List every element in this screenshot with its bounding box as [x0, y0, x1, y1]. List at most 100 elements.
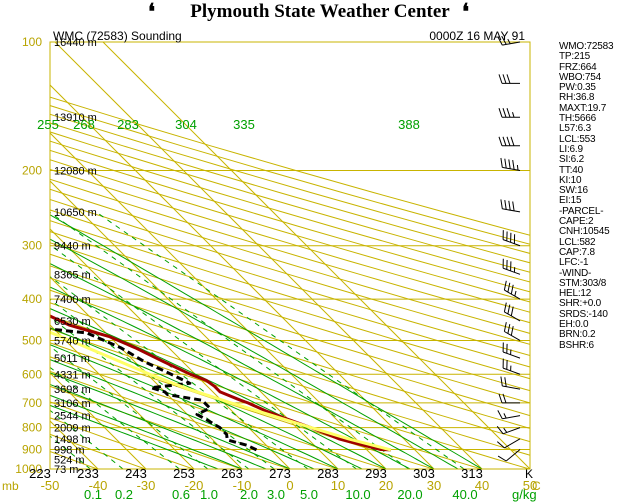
wind-barb: [502, 230, 521, 247]
index-item: SHR:+0.0: [559, 298, 602, 310]
mixing-ratio-tick-label: 5.0: [300, 487, 318, 502]
kelvin-tick-label: 243: [125, 466, 147, 481]
index-item: BSHR:6: [559, 339, 594, 351]
temperature-tick-label: 0: [286, 478, 293, 493]
moist-adiabat-line: [50, 404, 219, 469]
moist-adiabat-line: [50, 344, 339, 469]
temperature-tick-label: -30: [137, 478, 156, 493]
index-item: FRZ:664: [559, 61, 597, 73]
index-item: MAXT:19.7: [559, 102, 607, 114]
wind-barb: [498, 74, 521, 84]
wind-barb: [496, 425, 521, 435]
dry-adiabat-line: [50, 113, 530, 254]
dry-adiabat-line: [50, 231, 530, 380]
wind-barb: [502, 258, 521, 275]
isotherm-line: [50, 276, 243, 469]
height-label: 524 m: [54, 454, 85, 466]
kelvin-tick-label: 263: [221, 466, 243, 481]
dry-adiabat-line: [50, 198, 530, 345]
height-label: 1498 m: [54, 434, 91, 446]
kelvin-tick-label: 283: [317, 466, 339, 481]
theta-e-label: 268: [73, 117, 95, 132]
pressure-tick-label: 100: [22, 35, 42, 49]
temperature-unit-label: C: [532, 479, 541, 493]
temperature-tick-label: 40: [475, 478, 489, 493]
height-label: 16440 m: [54, 37, 97, 49]
diagram-grid: [0, 42, 530, 469]
dry-adiabat-line: [50, 277, 530, 429]
kelvin-tick-label: 223: [29, 466, 51, 481]
temperature-tick-label: 50: [523, 478, 537, 493]
dry-adiabat-line: [50, 105, 530, 245]
height-label: 6530 m: [54, 316, 91, 328]
mixing-ratio-line: [95, 211, 465, 469]
isotherm-line: [50, 132, 387, 469]
parcel-trace: [50, 330, 392, 452]
wind-barb: [500, 199, 521, 213]
dry-adiabat-line: [50, 168, 530, 313]
dry-adiabat-line: [50, 265, 530, 417]
height-label: 8365 m: [54, 269, 91, 281]
height-label: 10650 m: [54, 207, 97, 219]
pennant-right-icon: ❛: [462, 0, 470, 24]
dry-adiabat-line: [50, 417, 195, 469]
moist-adiabat-line: [50, 372, 291, 469]
dry-adiabat-line: [50, 328, 484, 469]
moist-adiabat-line: [50, 214, 483, 469]
dry-adiabat-line: [50, 188, 530, 334]
index-item: CAPE:2: [559, 216, 594, 228]
dry-adiabat-line: [50, 242, 530, 392]
kelvin-tick-label: 273: [269, 466, 291, 481]
index-item: PW:0.35: [559, 82, 596, 94]
index-item: TP:215: [559, 51, 591, 63]
temperature-tick-label: 10: [331, 478, 345, 493]
moist-adiabat-line: [50, 383, 267, 469]
isotherm-line: [0, 42, 2, 469]
wind-barb: [500, 376, 521, 390]
index-item: LFC:-1: [559, 257, 589, 269]
height-label: 2009 m: [54, 423, 91, 435]
moist-adiabat-line: [50, 359, 315, 469]
kelvin-tick-label: 233: [77, 466, 99, 481]
index-item: STM:303/8: [559, 277, 607, 289]
dewpoint-trace: [50, 327, 258, 452]
index-item: LCL:553: [559, 133, 596, 145]
pressure-tick-label: 800: [22, 421, 42, 435]
mixing-ratio-tick-label: 40.0: [452, 487, 477, 502]
wind-barbs: [496, 35, 521, 462]
index-item: L57:6.3: [559, 123, 591, 135]
chart-title: Plymouth State Weather Center: [190, 1, 450, 22]
index-item: TH:5666: [559, 113, 596, 125]
kelvin-tick-label: 253: [173, 466, 195, 481]
sounding-time: 0000Z 16 MAY 91: [429, 29, 525, 43]
wind-barb: [503, 280, 521, 300]
wind-barb: [496, 438, 521, 449]
moist-adiabat-line: [50, 238, 459, 469]
dry-adiabat-line: [50, 433, 147, 469]
index-item: SI:6.2: [559, 154, 584, 166]
kelvin-tick-label: 313: [461, 466, 483, 481]
index-item: RH:36.8: [559, 92, 595, 104]
index-item: LI:6.9: [559, 143, 583, 155]
mixing-ratio-tick-label: 3.0: [267, 487, 285, 502]
wind-barb: [498, 108, 521, 118]
stability-indices-list: WMO:72583 TP:215 FRZ:664 WBO:754 PW:0.35 RH:3…: [559, 41, 639, 351]
temperature-tick-label: 30: [427, 478, 441, 493]
wind-barb: [497, 35, 521, 46]
wind-barb: [498, 393, 521, 404]
dry-adiabat-line: [50, 370, 339, 469]
index-item: EI:15: [559, 195, 582, 207]
height-label: 998 m: [54, 444, 85, 456]
mixing-ratio-tick-label: 2.0: [240, 487, 258, 502]
chart-header: ❛ Plymouth State Weather Center ❛: [0, 0, 640, 26]
mixing-ratio-line: [50, 211, 409, 469]
height-label: 5740 m: [54, 335, 91, 347]
theta-e-label: 283: [117, 117, 139, 132]
mixing-ratio-tick-label: 0.1: [84, 487, 102, 502]
index-item: KI:10: [559, 174, 582, 186]
wind-barb: [503, 322, 521, 341]
dry-adiabat-line: [50, 253, 530, 404]
wind-barb: [497, 449, 521, 462]
theta-e-label: 335: [233, 117, 255, 132]
